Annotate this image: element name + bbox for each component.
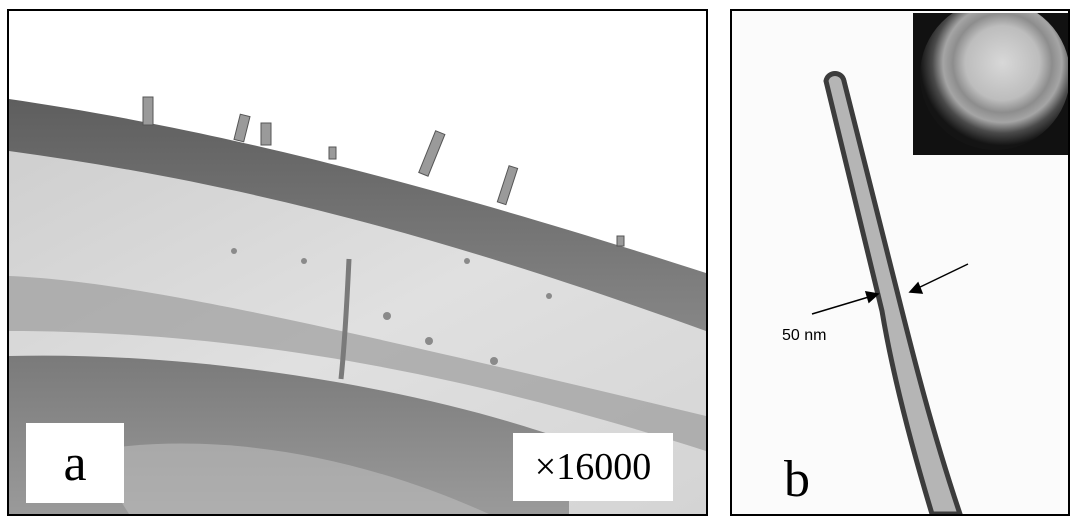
panel-b-label: b (784, 450, 810, 508)
panel-b-image (811, 71, 969, 514)
diffraction-pattern-inset (913, 13, 1068, 155)
panel-a-micrograph: a ×16000 (7, 9, 708, 516)
panel-a-image (9, 11, 706, 514)
panel-b-micrograph: 50 nm b (730, 9, 1070, 516)
diffraction-pattern (913, 13, 1068, 155)
panel-a-label: a (26, 423, 124, 503)
scale-label: 50 nm (782, 327, 827, 344)
magnification-label: ×16000 (513, 433, 673, 501)
